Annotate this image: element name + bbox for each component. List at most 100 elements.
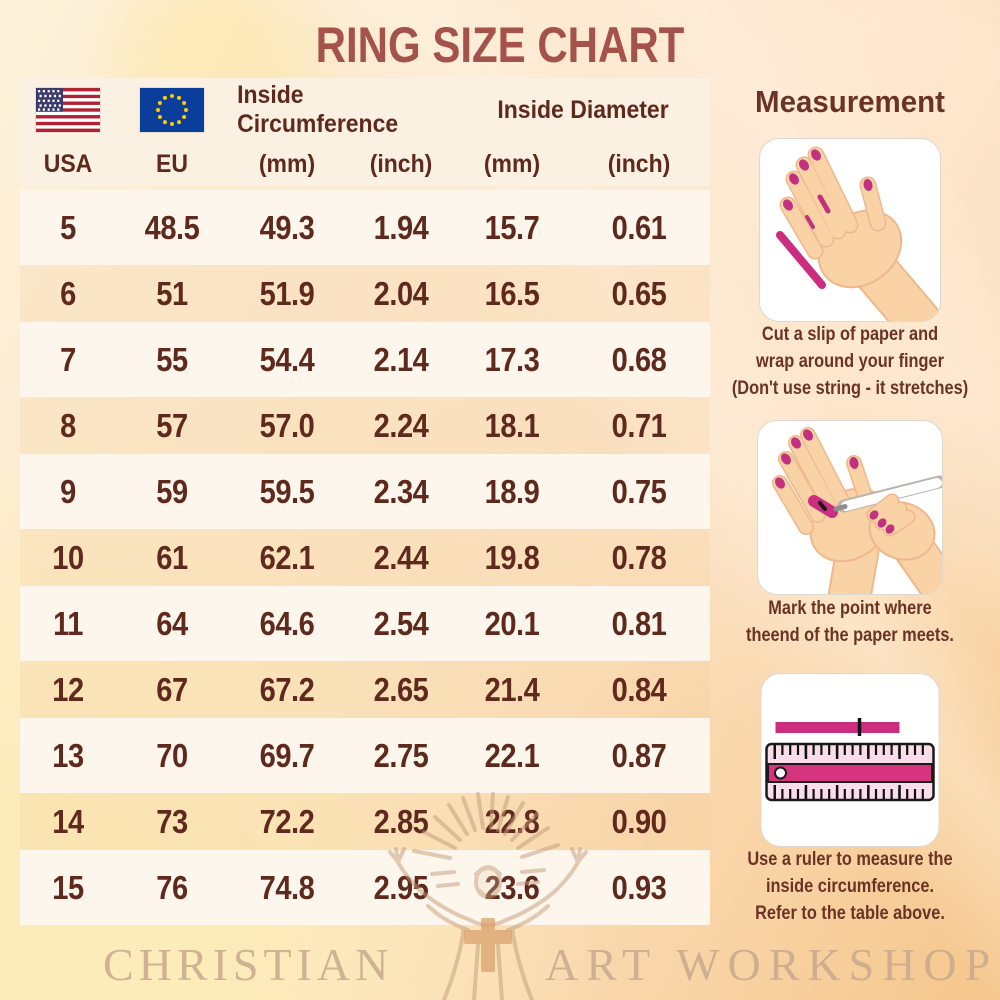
table-cell: 64: [156, 604, 188, 642]
column-header-eu: EU: [156, 149, 188, 178]
table-cell: 70: [156, 736, 188, 774]
table-cell: 0.61: [611, 208, 667, 246]
table-row: 14 73 72.2 2.85 22.8 0.90: [20, 793, 710, 850]
column-header-dia-mm: (mm): [483, 149, 541, 178]
table-cell: 62.1: [259, 538, 315, 576]
table-cell: 57.0: [259, 406, 315, 444]
table-cell: 64.6: [259, 604, 315, 642]
column-header-dia-inch: (inch): [607, 149, 671, 178]
table-cell: 2.75: [373, 736, 429, 774]
ruler-illustration: [765, 718, 935, 802]
table-row: 15 76 74.8 2.95 23.6 0.93: [20, 850, 710, 925]
table-row: 7 55 54.4 2.14 17.3 0.68: [20, 322, 710, 397]
column-header-circ-mm: (mm): [258, 149, 316, 178]
column-header-circ-inch: (inch): [369, 149, 433, 178]
table-cell: 17.3: [484, 340, 540, 378]
table-row: 8 57 57.0 2.24 18.1 0.71: [20, 397, 710, 454]
table-cell: 10: [52, 538, 84, 576]
table-cell: 19.8: [484, 538, 540, 576]
table-cell: 51.9: [259, 274, 315, 312]
table-cell: 59: [156, 472, 188, 510]
column-header-diameter: Inside Diameter: [497, 95, 669, 124]
table-cell: 54.4: [259, 340, 315, 378]
table-cell: 20.1: [484, 604, 540, 642]
table-cell: 0.68: [611, 340, 667, 378]
step3-caption: Use a ruler to measure the inside circum…: [747, 849, 953, 924]
page-title: RING SIZE CHART: [315, 17, 685, 73]
mark-paper-illustration: [772, 427, 942, 594]
table-cell: 0.71: [611, 406, 667, 444]
table-cell: 23.6: [484, 868, 540, 906]
table-cell: 67: [156, 670, 188, 708]
table-cell: 18.9: [484, 472, 540, 510]
table-cell: 0.81: [611, 604, 667, 642]
table-header: Inside Circumference Inside Diameter USA…: [20, 78, 710, 186]
table-cell: 11: [53, 604, 83, 642]
table-cell: 12: [52, 670, 84, 708]
table-cell: 59.5: [259, 472, 315, 510]
table-cell: 15: [52, 868, 84, 906]
table-cell: 2.85: [373, 802, 429, 840]
table-cell: 48.5: [144, 208, 200, 246]
table-cell: 73: [156, 802, 188, 840]
table-cell: 72.2: [259, 802, 315, 840]
column-header-circumference: Inside Circumference: [237, 81, 399, 138]
table-cell: 0.93: [611, 868, 667, 906]
table-cell: 2.04: [373, 274, 429, 312]
table-row: 6 51 51.9 2.04 16.5 0.65: [20, 265, 710, 322]
table-row: 11 64 64.6 2.54 20.1 0.81: [20, 586, 710, 661]
table-cell: 2.34: [373, 472, 429, 510]
measurement-section: Measurement: [700, 84, 1000, 1000]
hand-paper-illustration: [776, 146, 940, 321]
table-cell: 15.7: [484, 208, 540, 246]
eu-flag-icon: [116, 78, 228, 142]
table-row: 12 67 67.2 2.65 21.4 0.84: [20, 661, 710, 718]
table-cell: 0.75: [611, 472, 667, 510]
step1-card: [759, 138, 941, 322]
table-cell: 13: [52, 736, 84, 774]
watermark-text-left: CHRISTIAN: [103, 939, 394, 990]
measurement-title: Measurement: [755, 84, 945, 119]
table-cell: 2.54: [373, 604, 429, 642]
table-cell: 7: [60, 340, 76, 378]
step1-caption: Cut a slip of paper and wrap around your…: [731, 324, 969, 399]
table-cell: 2.44: [373, 538, 429, 576]
table-body: 5 48.5 49.3 1.94 15.7 0.61 6 51 51.9 2.04 16.5 0.65…: [20, 190, 710, 925]
table-cell: 49.3: [259, 208, 315, 246]
table-cell: 2.65: [373, 670, 429, 708]
table-row: 9 59 59.5 2.34 18.9 0.75: [20, 454, 710, 529]
table-cell: 51: [156, 274, 188, 312]
usa-flag-icon: [20, 78, 116, 142]
step3-card: [760, 673, 940, 847]
table-cell: 14: [52, 802, 84, 840]
table-cell: 0.84: [611, 670, 667, 708]
table-cell: 0.90: [611, 802, 667, 840]
table-cell: 16.5: [484, 274, 540, 312]
table-cell: 74.8: [259, 868, 315, 906]
column-header-usa: USA: [43, 149, 93, 178]
table-cell: 1.94: [373, 208, 429, 246]
table-cell: 0.78: [611, 538, 667, 576]
table-cell: 2.24: [373, 406, 429, 444]
jesus-watermark: [388, 792, 588, 1000]
step2-caption: Mark the point where theend of the paper…: [746, 598, 954, 646]
table-cell: 67.2: [259, 670, 315, 708]
table-cell: 0.65: [611, 274, 667, 312]
table-cell: 21.4: [484, 670, 540, 708]
table-cell: 22.1: [484, 736, 540, 774]
table-row: 10 61 62.1 2.44 19.8 0.78: [20, 529, 710, 586]
table-cell: 55: [156, 340, 188, 378]
watermark-text-right: ART WORKSHOP: [545, 939, 999, 990]
table-cell: 5: [60, 208, 76, 246]
table-cell: 0.87: [611, 736, 667, 774]
table-cell: 76: [156, 868, 188, 906]
table-cell: 2.14: [373, 340, 429, 378]
step2-card: [757, 420, 943, 595]
table-cell: 9: [60, 472, 76, 510]
table-cell: 18.1: [484, 406, 540, 444]
table-row: 13 70 69.7 2.75 22.1 0.87: [20, 718, 710, 793]
table-cell: 61: [156, 538, 188, 576]
table-cell: 69.7: [259, 736, 315, 774]
table-row: 5 48.5 49.3 1.94 15.7 0.61: [20, 190, 710, 265]
